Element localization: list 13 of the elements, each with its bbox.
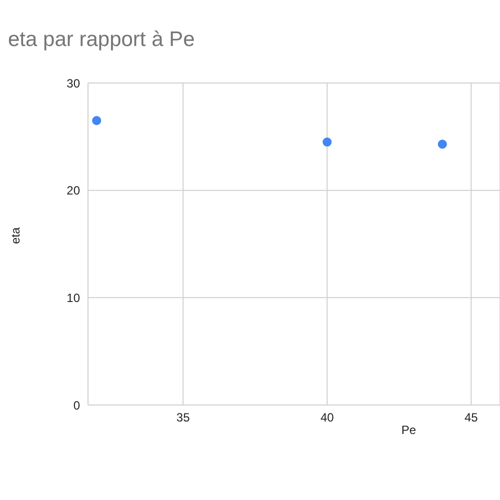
y-tick-label: 30 <box>66 76 80 90</box>
x-tick-label: 45 <box>464 410 478 425</box>
y-tick-label: 0 <box>73 398 80 412</box>
x-tick-label: 35 <box>176 410 190 425</box>
point <box>92 116 102 126</box>
point <box>322 138 332 147</box>
chart-title: eta par rapport à Pe <box>8 28 195 52</box>
y-tick-label: 10 <box>66 290 80 305</box>
x-tick-label: 40 <box>320 410 334 425</box>
x-axis-title: Pe <box>401 423 416 437</box>
y-tick-label: 20 <box>66 184 80 198</box>
y-axis-title: eta <box>8 226 22 244</box>
point <box>438 140 447 149</box>
